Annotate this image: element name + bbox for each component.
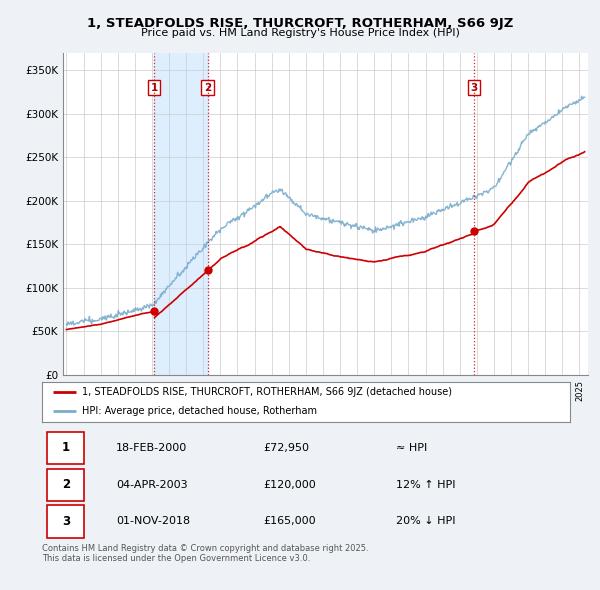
Text: 1, STEADFOLDS RISE, THURCROFT, ROTHERHAM, S66 9JZ: 1, STEADFOLDS RISE, THURCROFT, ROTHERHAM… [87, 17, 513, 30]
Text: 2: 2 [204, 83, 211, 93]
Text: 1: 1 [62, 441, 70, 454]
FancyBboxPatch shape [47, 432, 84, 464]
Bar [154, 53, 208, 375]
Text: 1: 1 [151, 83, 158, 93]
Text: 20% ↓ HPI: 20% ↓ HPI [396, 516, 455, 526]
FancyBboxPatch shape [47, 505, 84, 537]
Text: £72,950: £72,950 [264, 443, 310, 453]
Text: 18-FEB-2000: 18-FEB-2000 [116, 443, 187, 453]
Text: 04-APR-2003: 04-APR-2003 [116, 480, 188, 490]
Text: 3: 3 [62, 515, 70, 528]
Text: 2: 2 [62, 478, 70, 491]
Text: 01-NOV-2018: 01-NOV-2018 [116, 516, 190, 526]
Text: ≈ HPI: ≈ HPI [396, 443, 427, 453]
Text: 3: 3 [470, 83, 478, 93]
Text: Contains HM Land Registry data © Crown copyright and database right 2025.
This d: Contains HM Land Registry data © Crown c… [42, 544, 368, 563]
Text: 12% ↑ HPI: 12% ↑ HPI [396, 480, 455, 490]
FancyBboxPatch shape [47, 468, 84, 501]
Text: £165,000: £165,000 [264, 516, 316, 526]
Text: Price paid vs. HM Land Registry's House Price Index (HPI): Price paid vs. HM Land Registry's House … [140, 28, 460, 38]
Text: £120,000: £120,000 [264, 480, 317, 490]
Text: 1, STEADFOLDS RISE, THURCROFT, ROTHERHAM, S66 9JZ (detached house): 1, STEADFOLDS RISE, THURCROFT, ROTHERHAM… [82, 387, 452, 397]
Text: HPI: Average price, detached house, Rotherham: HPI: Average price, detached house, Roth… [82, 407, 317, 417]
